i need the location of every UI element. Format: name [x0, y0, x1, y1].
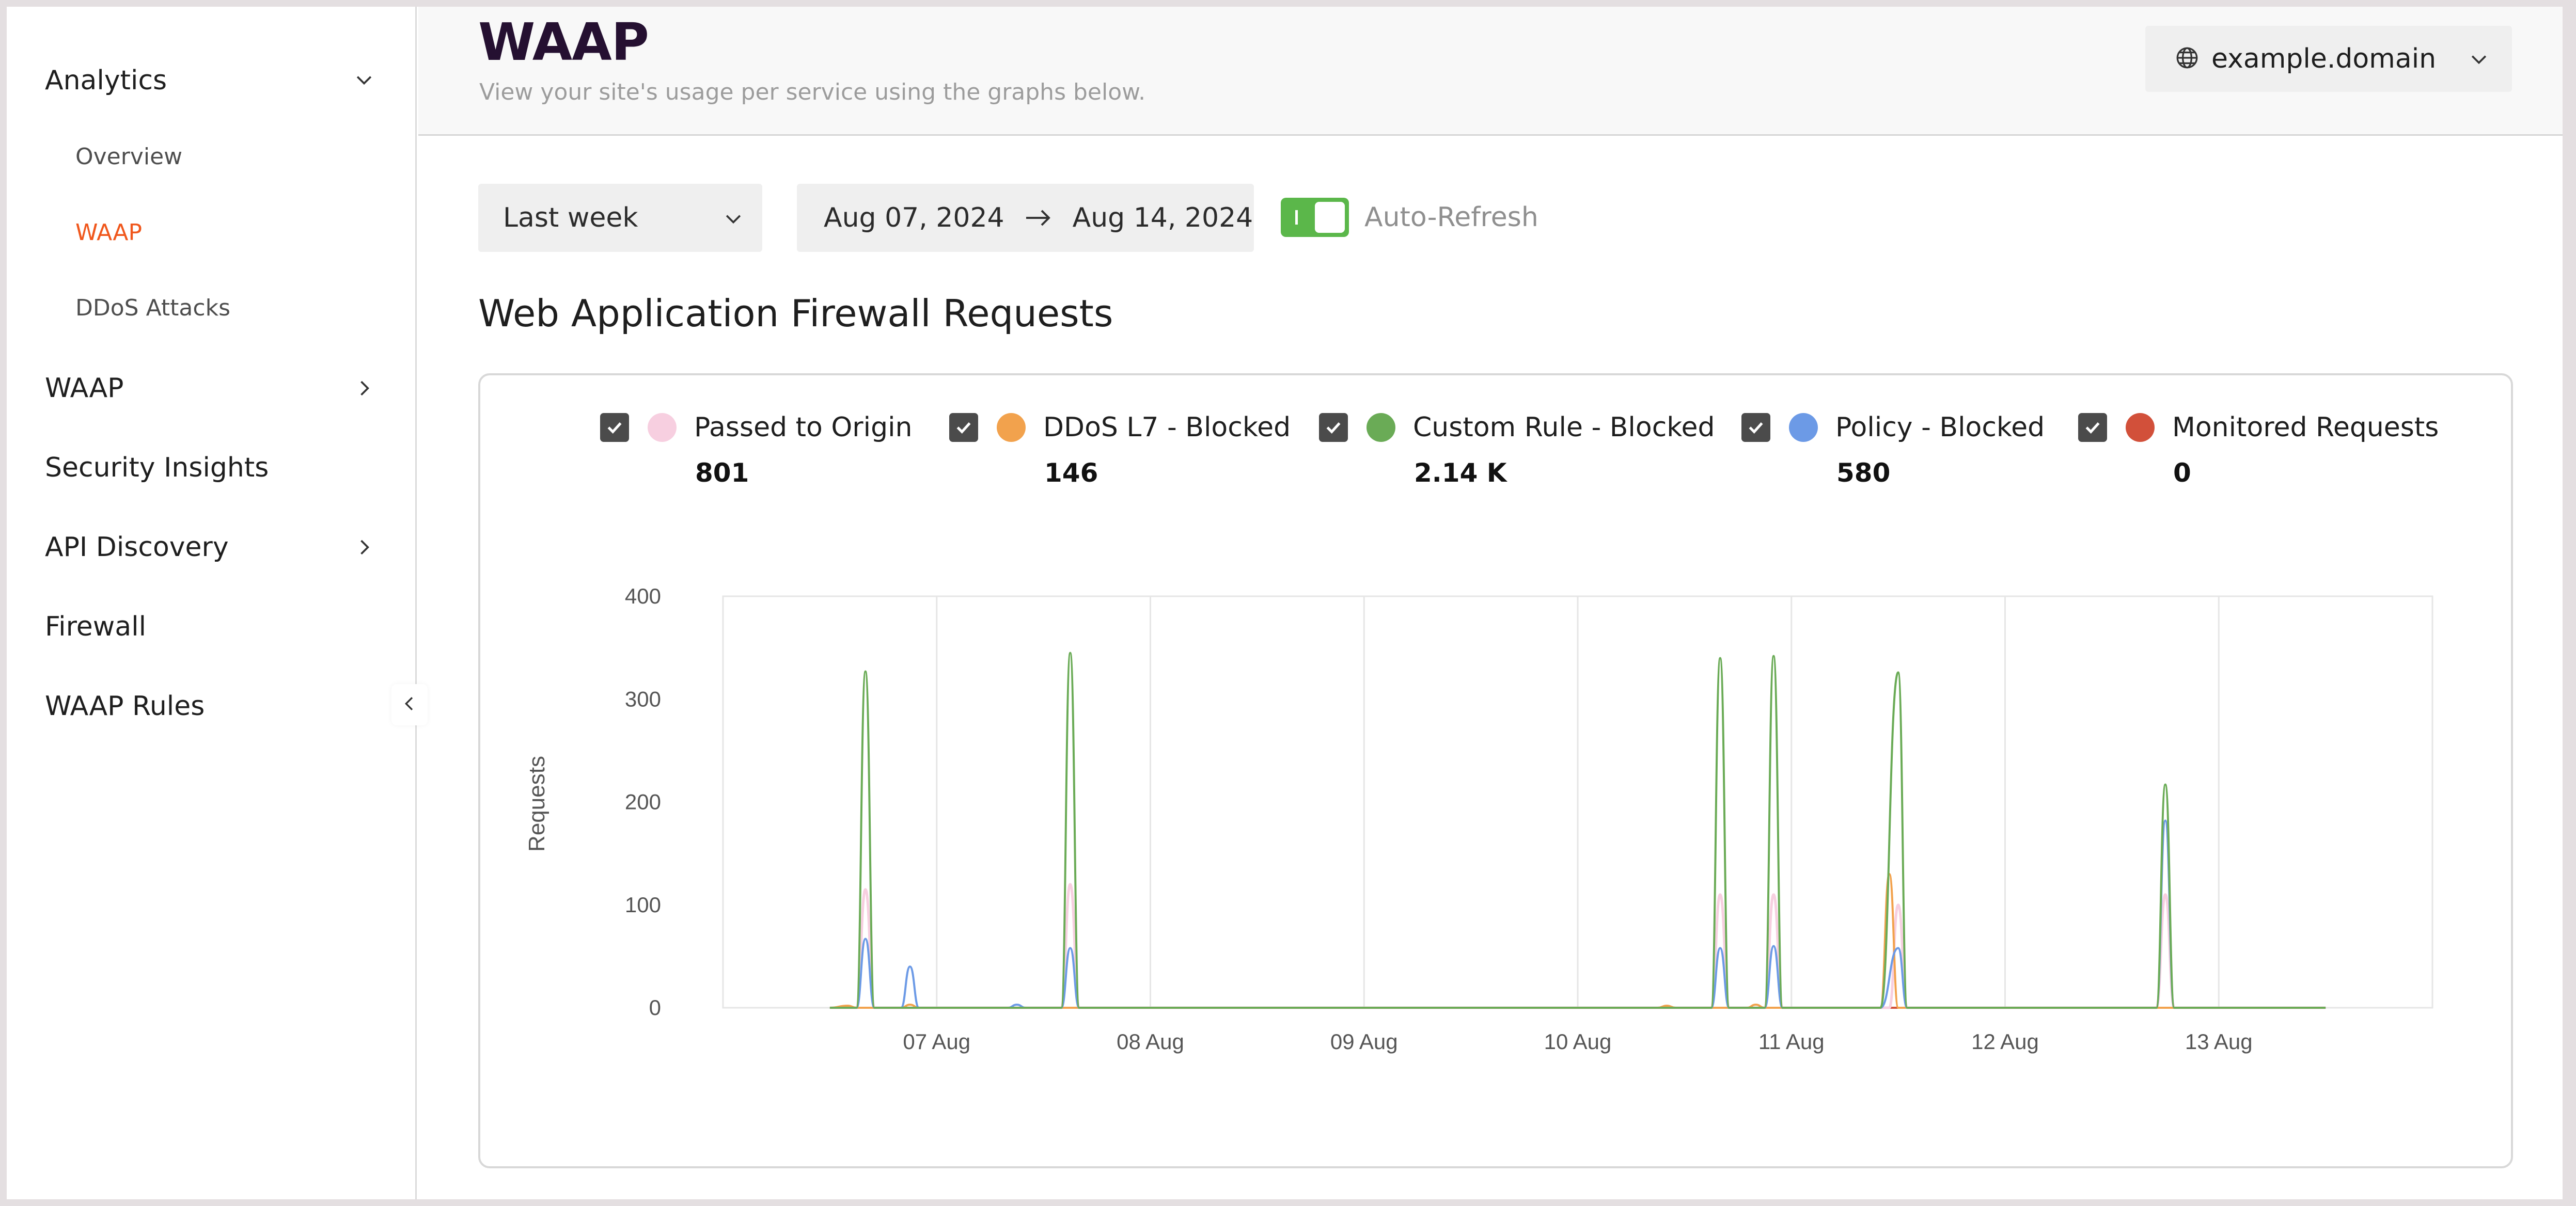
y-axis: 0 100 200 300 400 — [625, 584, 661, 1020]
chevron-left-icon — [399, 693, 420, 716]
sidebar-item-overview[interactable]: Overview — [75, 133, 182, 180]
chart-grid — [722, 595, 2433, 1009]
sidebar-item-label: Firewall — [45, 611, 147, 642]
x-tick-label: 11 Aug — [1758, 1029, 1825, 1054]
app-window: Analytics Overview WAAP DDoS Attacks WAA… — [7, 7, 2563, 1199]
legend-swatch — [1366, 413, 1395, 442]
arrow-right-icon — [1024, 208, 1053, 228]
sidebar-item-waap-rules[interactable]: WAAP Rules — [45, 678, 375, 735]
sidebar-item-label: WAAP — [45, 373, 124, 404]
requests-line-chart: 0 100 200 300 400 07 Aug 08 Aug 09 Aug 10 Aug 11… — [524, 584, 2433, 1054]
auto-refresh-label: Auto-Refresh — [1364, 202, 1538, 233]
y-tick-label: 100 — [625, 893, 661, 917]
date-range-picker[interactable]: Aug 07, 2024 Aug 14, 2024 — [797, 184, 1254, 252]
legend-checkbox[interactable] — [1741, 413, 1770, 442]
legend-label: Passed to Origin — [694, 412, 913, 443]
legend-item-custom-rule-blocked[interactable]: Custom Rule - Blocked 2.14 K — [1319, 409, 1715, 488]
domain-select-value: example.domain — [2211, 43, 2437, 74]
x-tick-label: 07 Aug — [903, 1029, 970, 1054]
legend-value: 2.14 K — [1414, 458, 1507, 488]
sidebar-item-label: WAAP — [75, 219, 143, 246]
toggle-on-indicator — [1295, 210, 1298, 225]
auto-refresh-toggle[interactable]: Auto-Refresh — [1281, 197, 1538, 238]
period-select-value: Last week — [503, 202, 638, 233]
toggle-knob — [1315, 202, 1345, 233]
sidebar-item-label: DDoS Attacks — [75, 294, 230, 321]
legend-checkbox[interactable] — [600, 413, 629, 442]
x-axis: 07 Aug 08 Aug 09 Aug 10 Aug 11 Aug 12 Aug 13 A… — [903, 1029, 2252, 1054]
legend-label: DDoS L7 - Blocked — [1043, 412, 1291, 443]
y-axis-label: Requests — [524, 756, 549, 852]
sidebar-item-label: WAAP Rules — [45, 691, 205, 722]
chevron-down-icon — [353, 69, 375, 92]
sidebar-item-security-insights[interactable]: Security Insights — [45, 439, 375, 496]
legend-swatch — [648, 413, 677, 442]
y-tick-label: 400 — [625, 584, 661, 608]
page-header: WAAP View your site's usage per service … — [418, 7, 2563, 136]
x-tick-label: 09 Aug — [1330, 1029, 1398, 1054]
legend-swatch — [997, 413, 1026, 442]
sidebar-item-label: Analytics — [45, 65, 167, 96]
sidebar-item-ddos-attacks[interactable]: DDoS Attacks — [75, 284, 230, 331]
chevron-right-icon — [353, 536, 375, 559]
legend-item-passed-to-origin[interactable]: Passed to Origin 801 — [600, 409, 913, 488]
sidebar-item-waap[interactable]: WAAP — [45, 360, 375, 417]
series-line-custom-rule-blocked — [829, 652, 2326, 1009]
date-to: Aug 14, 2024 — [1072, 202, 1253, 233]
page-subtitle: View your site's usage per service using… — [479, 79, 1146, 105]
sidebar-item-label: Overview — [75, 143, 183, 170]
legend-checkbox[interactable] — [949, 413, 978, 442]
legend-checkbox[interactable] — [1319, 413, 1348, 442]
y-tick-label: 200 — [625, 790, 661, 814]
sidebar-item-firewall[interactable]: Firewall — [45, 598, 375, 655]
legend-value: 580 — [1836, 458, 1891, 488]
collapse-sidebar-button[interactable] — [391, 684, 428, 725]
sidebar-item-label: Security Insights — [45, 452, 269, 483]
sidebar-item-analytics[interactable]: Analytics — [45, 52, 375, 109]
chart-card: Passed to Origin 801 DDoS L7 - Blocked 1… — [478, 373, 2513, 1168]
legend-label: Monitored Requests — [2172, 412, 2439, 443]
domain-select[interactable]: example.domain — [2145, 26, 2512, 92]
legend-value: 146 — [1044, 458, 1098, 488]
chevron-right-icon — [353, 377, 375, 400]
sidebar: Analytics Overview WAAP DDoS Attacks WAA… — [7, 7, 417, 1199]
y-tick-label: 300 — [625, 687, 661, 711]
legend-value: 801 — [695, 458, 749, 488]
x-tick-label: 12 Aug — [1971, 1029, 2039, 1054]
legend-swatch — [2126, 413, 2155, 442]
chevron-down-icon — [722, 207, 745, 237]
toggle-switch[interactable] — [1281, 198, 1349, 237]
y-tick-label: 0 — [649, 995, 661, 1020]
legend-checkbox[interactable] — [2078, 413, 2107, 442]
x-tick-label: 10 Aug — [1544, 1029, 1612, 1054]
date-from: Aug 07, 2024 — [824, 202, 1004, 233]
legend-item-policy-blocked[interactable]: Policy - Blocked 580 — [1741, 409, 2045, 488]
legend-label: Custom Rule - Blocked — [1413, 412, 1715, 443]
page-title: WAAP — [478, 12, 649, 72]
section-title: Web Application Firewall Requests — [478, 292, 1113, 335]
chevron-down-icon — [2468, 49, 2490, 73]
legend-label: Policy - Blocked — [1835, 412, 2045, 443]
legend-swatch — [1789, 413, 1818, 442]
period-select[interactable]: Last week — [478, 184, 762, 252]
x-tick-label: 08 Aug — [1117, 1029, 1184, 1054]
x-tick-label: 13 Aug — [2185, 1029, 2253, 1054]
legend-value: 0 — [2173, 458, 2191, 488]
legend-item-monitored-requests[interactable]: Monitored Requests 0 — [2078, 409, 2439, 488]
sidebar-item-waap-analytics[interactable]: WAAP — [75, 209, 142, 256]
globe-icon — [2174, 45, 2200, 73]
legend-item-ddos-l7-blocked[interactable]: DDoS L7 - Blocked 146 — [949, 409, 1291, 488]
sidebar-item-label: API Discovery — [45, 532, 229, 563]
chart-series — [829, 652, 2326, 1009]
sidebar-item-api-discovery[interactable]: API Discovery — [45, 519, 375, 576]
